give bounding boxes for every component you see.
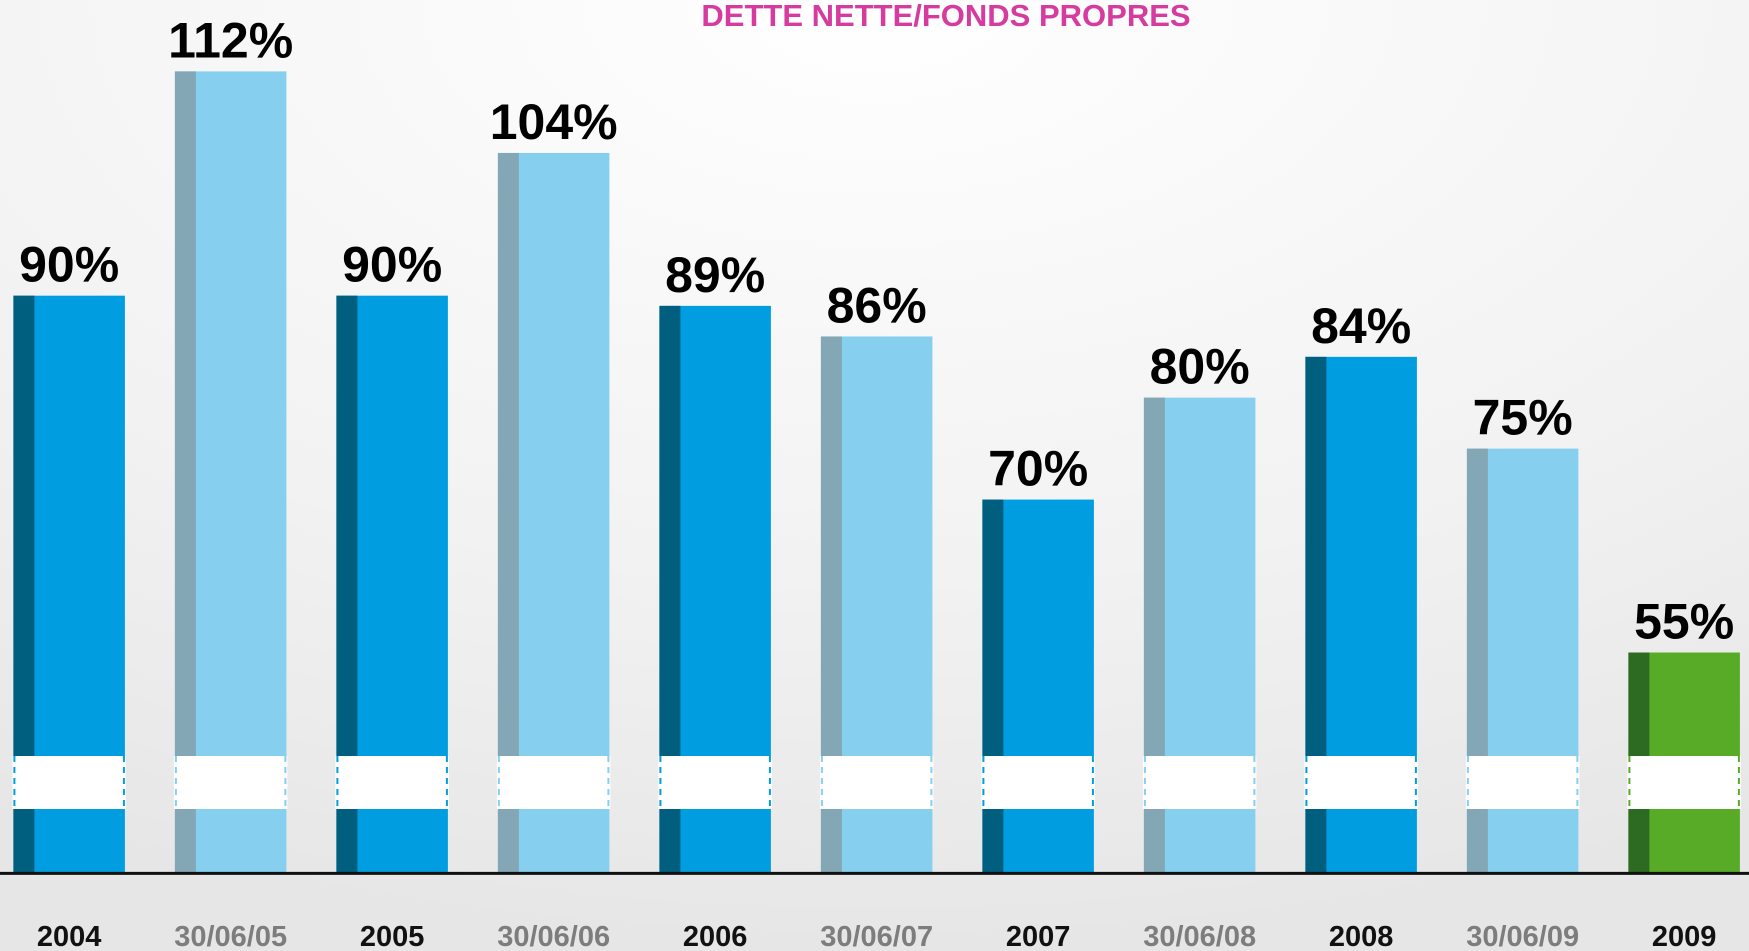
bar-stripe — [820, 336, 842, 874]
axis-break — [12, 756, 126, 809]
bar-stripe — [13, 295, 35, 874]
x-tick-label: 30/06/09 — [1466, 921, 1579, 951]
bar-stripe — [982, 499, 1004, 874]
bar-stripe — [497, 152, 519, 874]
value-label: 86% — [827, 277, 927, 333]
value-label: 89% — [665, 247, 765, 303]
axis-break — [173, 756, 288, 809]
axis-break — [1142, 756, 1257, 809]
bar-stripe — [1305, 356, 1327, 874]
x-tick-label: 2006 — [683, 921, 748, 951]
value-label: 104% — [490, 94, 618, 150]
bar-stripe — [174, 71, 196, 874]
x-tick-label: 30/06/05 — [174, 921, 287, 951]
x-tick-label: 2008 — [1329, 921, 1394, 951]
axis-break — [1627, 756, 1741, 809]
x-tick-label: 30/06/06 — [497, 921, 610, 951]
x-tick-label: 2005 — [360, 921, 425, 951]
axis-break — [981, 756, 1095, 809]
value-label: 55% — [1634, 594, 1734, 650]
bar-stripe — [1466, 448, 1488, 874]
x-tick-label: 30/06/08 — [1143, 921, 1256, 951]
x-tick-label: 2004 — [37, 921, 102, 951]
x-tick-label: 2009 — [1652, 921, 1717, 951]
value-label: 80% — [1150, 339, 1250, 395]
value-label: 84% — [1311, 298, 1411, 354]
value-label: 112% — [168, 12, 293, 68]
axis-break — [335, 756, 449, 809]
value-label: 90% — [19, 237, 119, 293]
value-label: 75% — [1473, 390, 1573, 446]
bar-stripe — [1143, 397, 1165, 874]
x-tick-label: 30/06/07 — [820, 921, 933, 951]
axis-break — [658, 756, 772, 809]
axis-break — [819, 756, 934, 809]
chart-title: DETTE NETTE/FONDS PROPRES — [701, 0, 1190, 33]
axis-break — [496, 756, 611, 809]
value-label: 70% — [988, 441, 1088, 497]
bar-stripe — [659, 305, 681, 874]
x-tick-label: 2007 — [1006, 921, 1071, 951]
bar-stripe — [336, 295, 358, 874]
axis-break — [1465, 756, 1580, 809]
axis-break — [1304, 756, 1418, 809]
value-label: 90% — [342, 237, 442, 293]
